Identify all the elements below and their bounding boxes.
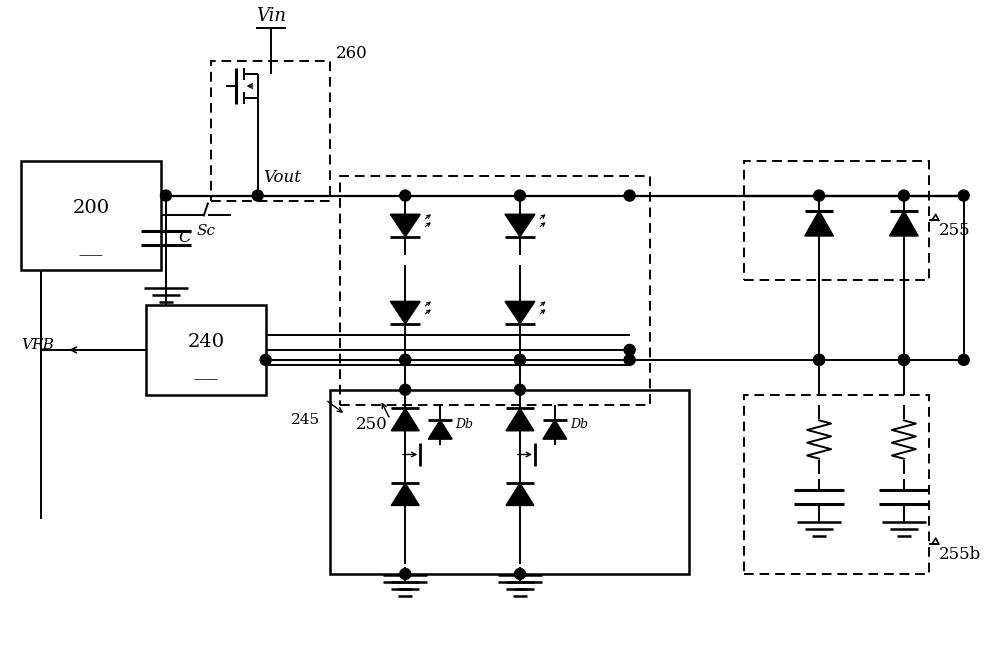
Bar bbox=[21, 161, 161, 270]
Polygon shape bbox=[390, 214, 420, 237]
Circle shape bbox=[898, 190, 909, 201]
Circle shape bbox=[514, 354, 525, 366]
Circle shape bbox=[400, 190, 411, 201]
Circle shape bbox=[814, 190, 825, 201]
Circle shape bbox=[514, 568, 525, 579]
Text: Vout: Vout bbox=[263, 169, 301, 186]
Text: 245: 245 bbox=[291, 412, 320, 426]
Text: 255: 255 bbox=[939, 222, 970, 239]
Circle shape bbox=[958, 354, 969, 366]
Polygon shape bbox=[428, 420, 452, 439]
Polygon shape bbox=[391, 409, 419, 431]
Circle shape bbox=[514, 354, 525, 366]
Circle shape bbox=[814, 354, 825, 366]
Polygon shape bbox=[805, 211, 833, 236]
Bar bbox=[330, 390, 689, 574]
Polygon shape bbox=[505, 302, 535, 324]
Circle shape bbox=[898, 354, 909, 366]
Text: 260: 260 bbox=[335, 45, 367, 61]
Circle shape bbox=[400, 568, 411, 579]
Text: 255b: 255b bbox=[939, 546, 981, 562]
Circle shape bbox=[514, 190, 525, 201]
Text: VFB: VFB bbox=[21, 338, 54, 352]
Polygon shape bbox=[390, 302, 420, 324]
Circle shape bbox=[400, 354, 411, 366]
Circle shape bbox=[400, 384, 411, 395]
Circle shape bbox=[814, 354, 825, 366]
Bar bbox=[744, 395, 929, 574]
Polygon shape bbox=[505, 214, 535, 237]
Text: 250: 250 bbox=[355, 416, 387, 433]
Circle shape bbox=[160, 190, 171, 201]
Circle shape bbox=[514, 384, 525, 395]
Bar bbox=[340, 176, 650, 405]
Circle shape bbox=[624, 190, 635, 201]
Text: ——: —— bbox=[79, 249, 104, 262]
Circle shape bbox=[260, 354, 271, 366]
Circle shape bbox=[624, 354, 635, 366]
Circle shape bbox=[252, 190, 263, 201]
Circle shape bbox=[958, 190, 969, 201]
Bar bbox=[211, 61, 330, 201]
Text: Db: Db bbox=[570, 418, 588, 431]
Text: ——: —— bbox=[193, 374, 218, 386]
Polygon shape bbox=[890, 211, 918, 236]
Polygon shape bbox=[391, 483, 419, 506]
Polygon shape bbox=[543, 420, 567, 439]
Text: Vin: Vin bbox=[256, 7, 286, 25]
Bar bbox=[744, 161, 929, 280]
Circle shape bbox=[624, 345, 635, 355]
Text: Db: Db bbox=[455, 418, 473, 431]
Polygon shape bbox=[506, 483, 534, 506]
Text: Sc: Sc bbox=[196, 224, 215, 238]
Circle shape bbox=[898, 354, 909, 366]
Text: C: C bbox=[178, 230, 191, 246]
Circle shape bbox=[400, 354, 411, 366]
Text: 200: 200 bbox=[73, 199, 110, 216]
Polygon shape bbox=[506, 409, 534, 431]
Bar bbox=[146, 305, 266, 395]
Text: 240: 240 bbox=[187, 333, 224, 351]
